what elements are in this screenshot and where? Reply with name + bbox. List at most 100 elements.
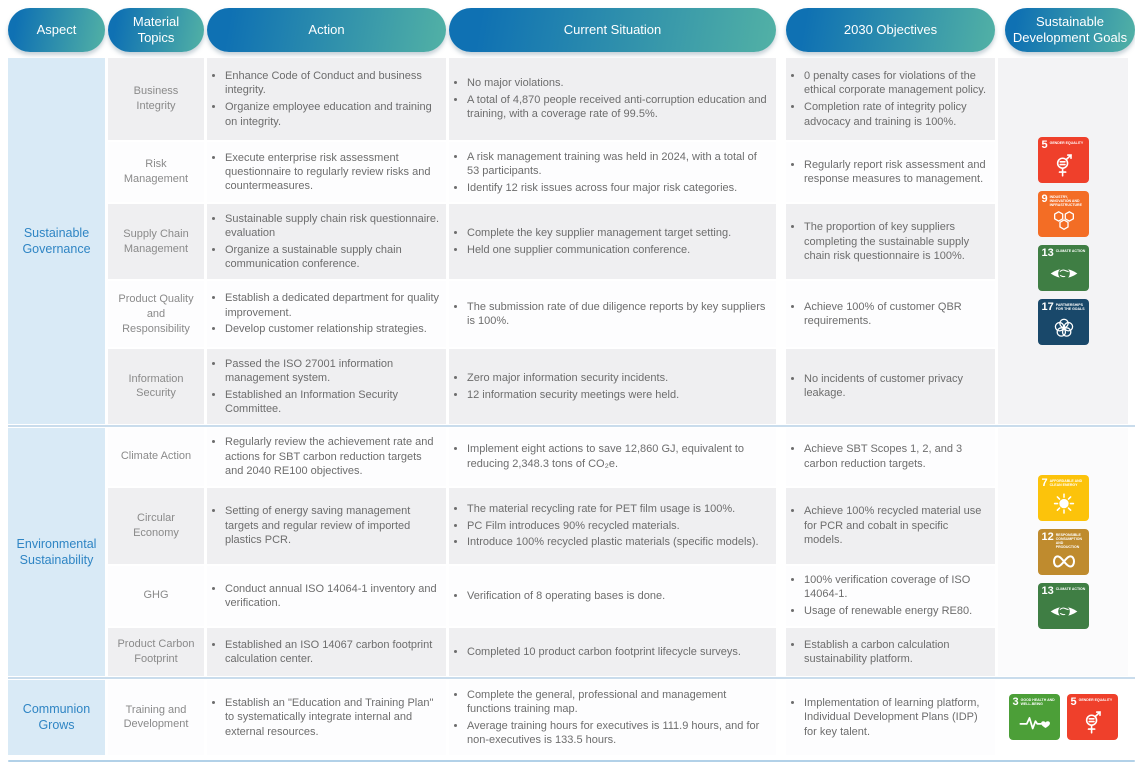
bullet-item: Completed 10 product carbon footprint li… (467, 645, 741, 659)
sdg-badge-header: 5 GENDER EQUALITY (1071, 697, 1115, 708)
action-cell: Sustainable supply chain risk questionna… (207, 204, 446, 280)
bullet-list: Achieve 100% recycled material use for P… (786, 497, 995, 555)
bullet-item: Regularly review the achievement rate an… (225, 435, 440, 478)
column-header-action: Action (207, 8, 446, 52)
aspect-cell: Communion Grows (8, 680, 105, 755)
sdg-title: INDUSTRY, INNOVATION AND INFRASTRUCTURE (1049, 194, 1082, 207)
topic-cell: Supply Chain Management (108, 204, 204, 280)
column-header-2030-objectives: 2030 Objectives (786, 8, 995, 52)
bullet-list: Verification of 8 operating bases is don… (449, 581, 671, 610)
aspect-cell: Environmental Sustainability (8, 427, 105, 677)
sdg-badge-13: 13 CLIMATE ACTION (1037, 244, 1089, 291)
bullet-item: Establish a dedicated department for qua… (225, 291, 440, 320)
action-cell: Passed the ISO 27001 information managem… (207, 349, 446, 424)
current-cell: No major violations. A total of 4,870 peo… (449, 58, 776, 140)
gender-equality-icon (1071, 708, 1115, 738)
table-row: Circular Economy Setting of energy saving… (108, 487, 995, 564)
sdg-badge-13: 13 CLIMATE ACTION (1037, 582, 1089, 629)
topic-label: Product Quality and Responsibility (118, 292, 194, 335)
bullet-list: Establish an "Education and Training Pla… (207, 688, 446, 746)
current-cell: The material recycling rate for PET film… (449, 487, 776, 564)
bullet-list: Implementation of learning platform, Ind… (786, 688, 995, 746)
sdg-badge-header: 5 GENDER EQUALITY (1041, 138, 1086, 151)
section-divider (8, 424, 1135, 427)
sdg-badge-header: 17 PARTNERSHIPS FOR THE GOALS (1042, 301, 1086, 313)
bottom-rule (8, 759, 1135, 762)
sdg-cell: 5 GENDER EQUALITY 9 INDUSTRY, INNOVATION AN… (998, 58, 1128, 424)
action-cell: Enhance Code of Conduct and business int… (207, 58, 446, 140)
bullet-item: A total of 4,870 people received anti-co… (467, 93, 770, 122)
bullet-list: The material recycling rate for PET film… (449, 494, 765, 557)
table-row: Information Security Passed the ISO 27001… (108, 349, 995, 424)
column-header-material-topics: Material Topics (108, 8, 204, 52)
topic-label: Information Security (128, 372, 184, 400)
bullet-item: The material recycling rate for PET film… (467, 502, 759, 516)
clean-energy-icon (1042, 489, 1086, 519)
section-divider (8, 677, 1135, 680)
sdg-badge-3: 3 GOOD HEALTH AND WELL-BEING (1008, 694, 1060, 741)
aspect-section: Communion Grows Training and Development E… (8, 680, 1135, 755)
sdg-badge-5: 5 GENDER EQUALITY (1037, 136, 1089, 183)
sdg-title: CLIMATE ACTION (1055, 248, 1086, 253)
bullet-item: Zero major information security incident… (467, 371, 679, 385)
current-cell: Verification of 8 operating bases is don… (449, 565, 776, 627)
objectives-cell: Achieve SBT Scopes 1, 2, and 3 carbon re… (786, 427, 995, 486)
bullet-item: Execute enterprise risk assessment quest… (225, 151, 440, 194)
aspect-label: Environmental Sustainability (16, 536, 97, 567)
table-row: Product Carbon Footprint Established an I… (108, 628, 995, 677)
bullet-item: Enhance Code of Conduct and business int… (225, 69, 440, 98)
bullet-list: Achieve 100% of customer QBR requirement… (786, 292, 995, 336)
sdg-badge-7: 7 AFFORDABLE AND CLEAN ENERGY (1037, 474, 1089, 521)
bullet-item: 12 information security meetings were he… (467, 388, 679, 402)
objectives-cell: 100% verification coverage of ISO 14064-… (786, 565, 995, 627)
action-cell: Establish a dedicated department for qua… (207, 281, 446, 348)
bullet-item: The proportion of key suppliers completi… (804, 220, 989, 263)
bullet-list: Establish a carbon calculation sustainab… (786, 630, 995, 674)
bullet-item: A risk management training was held in 2… (467, 150, 770, 179)
sdg-badge-17: 17 PARTNERSHIPS FOR THE GOALS (1037, 298, 1089, 345)
table-row: Risk Management Execute enterprise risk a… (108, 142, 995, 203)
climate-action-icon (1042, 259, 1086, 289)
topic-cell: Climate Action (108, 427, 204, 486)
bullet-item: Organize a sustainable supply chain comm… (225, 243, 440, 272)
bullet-list: Passed the ISO 27001 information managem… (207, 349, 446, 424)
topic-cell: Product Quality and Responsibility (108, 281, 204, 348)
climate-action-icon (1042, 597, 1086, 627)
topic-cell: GHG (108, 565, 204, 627)
action-cell: Established an ISO 14067 carbon footprin… (207, 628, 446, 677)
sdg-badge-header: 13 CLIMATE ACTION (1041, 584, 1086, 597)
topic-label: Climate Action (120, 450, 192, 463)
partnerships-icon (1042, 313, 1086, 343)
sdg-badge-header: 13 CLIMATE ACTION (1042, 247, 1086, 259)
topic-cell: Circular Economy (108, 487, 204, 564)
sdg-badge-header: 7 AFFORDABLE AND CLEAN ENERGY (1042, 477, 1086, 489)
bullet-list: The proportion of key suppliers completi… (786, 213, 995, 271)
sdg-number: 12 (1041, 530, 1054, 543)
bullet-item: Passed the ISO 27001 information managem… (225, 357, 440, 386)
bullet-list: Enhance Code of Conduct and business int… (207, 62, 446, 137)
bullet-item: Implement eight actions to save 12,860 G… (467, 442, 770, 471)
sdg-badge-header: 9 INDUSTRY, INNOVATION AND INFRASTRUCTURE (1042, 193, 1086, 207)
sdg-badge-12: 12 RESPONSIBLE CONSUMPTION AND PRODUCTION (1037, 528, 1089, 575)
current-cell: Complete the general, professional and m… (449, 680, 776, 755)
sdg-number: 5 (1041, 138, 1048, 151)
topic-label: Training and Development (123, 703, 189, 731)
sdg-number: 13 (1041, 584, 1054, 597)
sdg-title: GOOD HEALTH AND WELL-BEING (1020, 698, 1055, 707)
column-header-aspect: Aspect (8, 8, 105, 52)
bullet-item: Held one supplier communication conferen… (467, 243, 731, 257)
table-row: Product Quality and Responsibility Establ… (108, 281, 995, 348)
bullet-item: Completion rate of integrity policy advo… (804, 100, 989, 129)
header-row: Aspect Material Topics Action Current Si… (8, 8, 1135, 52)
objectives-cell: No incidents of customer privacy leakage… (786, 349, 995, 424)
sdg-cell: 7 AFFORDABLE AND CLEAN ENERGY 12 RESPONSIBL… (998, 427, 1128, 677)
bullet-list: A risk management training was held in 2… (449, 142, 776, 202)
bullet-list: Establish a dedicated department for qua… (207, 284, 446, 344)
bullet-list: Regularly report risk assessment and res… (786, 150, 995, 194)
bullet-item: Established an ISO 14067 carbon footprin… (225, 638, 440, 667)
rows-column: Climate Action Regularly review the achie… (108, 427, 995, 677)
topic-cell: Product Carbon Footprint (108, 628, 204, 677)
action-cell: Execute enterprise risk assessment quest… (207, 142, 446, 203)
topic-label: Business Integrity (133, 85, 179, 112)
